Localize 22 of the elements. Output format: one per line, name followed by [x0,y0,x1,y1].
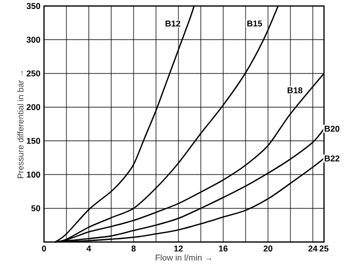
x-tick-label: 16 [219,246,228,252]
y-tick-label: 350 [26,3,40,10]
x-tick-label: 24 [308,246,318,252]
x-tick-label: 4 [86,246,92,252]
x-tick-label: 8 [132,246,136,252]
y-tick-label: 50 [31,205,40,212]
y-tick-label: 150 [26,138,40,144]
annotation: B20 [324,126,340,132]
y-tick-label: 100 [26,172,40,178]
y-axis-title: Pressure differential in bar → [17,71,24,178]
annotation: B12 [166,20,180,26]
x-tick-label: 20 [264,246,272,252]
annotation: B18 [288,87,302,94]
y-tick-label: 300 [26,36,40,43]
annotation: B22 [324,155,340,162]
y-tick-label: 250 [26,70,40,76]
annotation: B15 [247,20,262,26]
y-tick-label: 200 [26,104,40,110]
x-axis-title: Flow in l/min → [156,254,212,261]
x-tick-label: 12 [174,246,183,252]
x-tick-label: 0 [42,246,46,252]
x-tick-label: 25 [320,246,328,252]
